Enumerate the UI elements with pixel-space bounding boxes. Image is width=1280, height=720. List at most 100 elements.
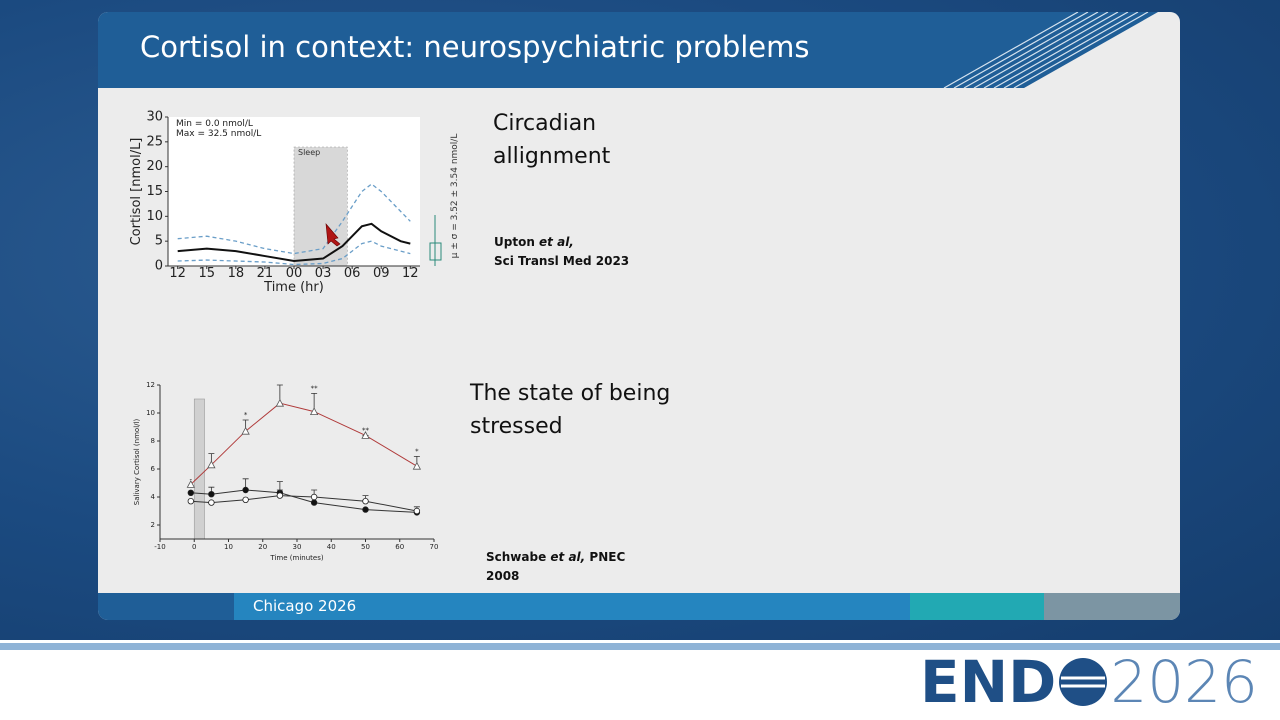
x-tick-label: 18 xyxy=(228,266,245,281)
marker xyxy=(412,461,422,470)
logo-globe xyxy=(1059,658,1108,706)
footer-band xyxy=(1044,593,1180,620)
side-label: μ ± σ = 3.52 ± 3.54 nmol/L xyxy=(450,134,460,259)
shaded-span xyxy=(293,146,348,267)
x-tick-label: 40 xyxy=(327,543,336,551)
significance-label: ** xyxy=(362,426,370,434)
marker xyxy=(413,507,421,515)
y-tick-label: 10 xyxy=(146,409,155,417)
x-tick-label: 50 xyxy=(361,543,370,551)
x-tick-label: 70 xyxy=(430,543,439,551)
y-tick-label: 2 xyxy=(151,521,155,529)
y-tick-label: 0 xyxy=(155,259,163,274)
y-tick-label: 4 xyxy=(151,493,156,501)
logo-brand: END xyxy=(920,648,1057,716)
marker xyxy=(208,499,215,506)
x-tick-label: 12 xyxy=(402,266,419,281)
x-tick-label: 20 xyxy=(258,543,267,551)
x-tick-label: 00 xyxy=(286,266,303,281)
header-stripes xyxy=(943,12,1180,88)
y-tick-label: 20 xyxy=(146,159,163,174)
x-tick-label: 15 xyxy=(198,266,215,281)
x-tick-label: 09 xyxy=(373,266,390,281)
x-tick-label: 60 xyxy=(395,543,404,551)
stripes xyxy=(943,12,1149,88)
slide-title: Cortisol in context: neurospychiatric pr… xyxy=(140,30,810,64)
bottom-bar: END 2026 xyxy=(0,640,1280,720)
x-tick-label: 12 xyxy=(169,266,186,281)
x-axis-label: Time (minutes) xyxy=(269,554,323,562)
slide: Cortisol in context: neurospychiatric pr… xyxy=(98,12,1180,620)
x-tick-label: 10 xyxy=(224,543,233,551)
series-line xyxy=(190,402,418,485)
footer-text: Chicago 2026 xyxy=(253,597,357,615)
marker xyxy=(362,506,369,513)
marker xyxy=(208,491,215,498)
et-al: et al, xyxy=(539,235,574,249)
marker xyxy=(242,496,249,503)
y-tick-label: 12 xyxy=(146,381,155,389)
marker xyxy=(241,426,250,435)
series-line xyxy=(177,183,411,255)
y-tick-label: 10 xyxy=(146,209,163,224)
marker xyxy=(187,489,195,496)
significance-label: ** xyxy=(311,384,319,392)
series-line xyxy=(190,495,417,512)
x-tick-label: -10 xyxy=(154,543,165,551)
citation: Schwabe et al, PNEC 2008 xyxy=(486,548,626,586)
cursor-arrow xyxy=(325,223,341,247)
marker xyxy=(275,398,285,407)
y-axis-label: Salivary Cortisol (nmol/l) xyxy=(133,419,141,506)
series-line xyxy=(177,222,411,263)
shaded-span xyxy=(193,398,205,540)
logo-year: 2026 xyxy=(1110,648,1258,716)
series-line xyxy=(177,240,411,266)
bottom-line xyxy=(0,643,1280,650)
x-tick-label: 03 xyxy=(315,266,332,281)
x-axis-label: Time (hr) xyxy=(263,280,324,295)
footer-band xyxy=(910,593,1044,620)
marker xyxy=(309,407,319,415)
marker xyxy=(186,480,195,488)
marker xyxy=(310,493,318,501)
y-tick-label: 15 xyxy=(146,184,163,199)
shade-label: Sleep xyxy=(298,148,320,157)
marker xyxy=(362,498,369,505)
marker xyxy=(310,499,318,506)
y-tick-label: 6 xyxy=(151,465,156,473)
significance-label: * xyxy=(244,411,248,419)
et-al: et al, xyxy=(550,550,586,564)
header-band: Cortisol in context: neurospychiatric pr… xyxy=(98,12,1180,88)
x-tick-label: 06 xyxy=(344,266,361,281)
marker xyxy=(242,486,249,494)
x-tick-label: 0 xyxy=(192,543,196,551)
annotation: Max = 32.5 nmol/L xyxy=(176,129,261,139)
marker xyxy=(207,460,216,469)
significance-label: * xyxy=(415,447,419,455)
significance-label: - xyxy=(190,475,193,483)
annotation: Min = 0.0 nmol/L xyxy=(176,119,253,129)
author: Upton xyxy=(494,235,535,249)
footer-band xyxy=(234,593,910,620)
x-tick-label: 21 xyxy=(257,266,274,281)
y-tick-label: 5 xyxy=(155,234,163,249)
source: Sci Transl Med 2023 xyxy=(494,254,630,268)
marker xyxy=(361,431,370,439)
y-tick-label: 25 xyxy=(146,134,163,149)
citation: Upton et al, Sci Transl Med 2023 xyxy=(494,233,654,271)
section-heading: Circadian allignment xyxy=(493,111,611,169)
y-tick-label: 30 xyxy=(146,110,163,125)
section-heading: The state of being stressed xyxy=(470,381,671,439)
x-tick-label: 30 xyxy=(293,543,302,551)
marker xyxy=(187,498,195,505)
marker xyxy=(276,492,284,499)
author: Schwabe xyxy=(486,550,547,564)
y-axis-label: Cortisol [nmol/L] xyxy=(129,138,144,246)
source: PNEC 2008 xyxy=(486,550,626,583)
box xyxy=(429,242,442,261)
header-corner xyxy=(1024,12,1180,88)
logo: END 2026 xyxy=(920,652,1258,712)
y-tick-label: 8 xyxy=(151,437,155,445)
footer-band xyxy=(98,593,234,620)
